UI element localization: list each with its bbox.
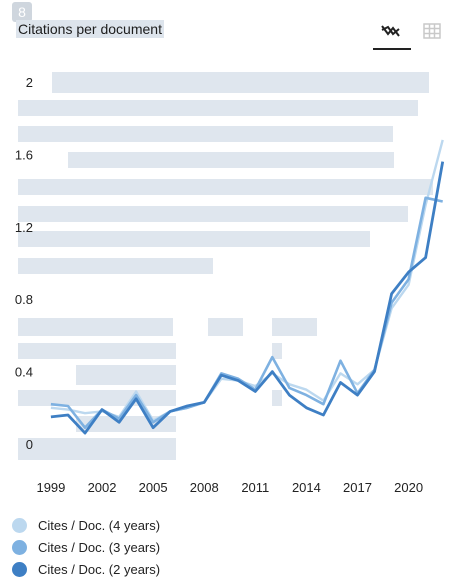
y-axis: 0 0.4 0.8 1.2 1.6 2 <box>15 75 33 452</box>
x-tick-label: 1999 <box>36 480 65 495</box>
legend-dot-4-years <box>12 517 27 533</box>
highlight-band <box>76 365 176 385</box>
x-tick-label: 2014 <box>292 480 321 495</box>
y-tick-label: 1.2 <box>15 220 33 235</box>
legend-dot-2-years <box>12 561 27 577</box>
highlight-band <box>208 318 243 336</box>
legend-label: Cites / Doc. (4 years) <box>38 517 161 533</box>
x-tick-label: 2011 <box>241 480 269 495</box>
highlight-band <box>18 258 213 274</box>
x-tick-label: 2002 <box>88 480 117 495</box>
highlight-band <box>18 126 393 142</box>
y-tick-label: 0 <box>26 437 33 452</box>
highlight-band <box>18 318 173 336</box>
view-toggle <box>371 14 451 50</box>
highlight-band <box>18 343 176 359</box>
legend-label: Cites / Doc. (2 years) <box>38 561 161 577</box>
highlight-band <box>272 390 282 406</box>
y-tick-label: 1.6 <box>15 147 33 162</box>
legend-label: Cites / Doc. (3 years) <box>38 539 161 555</box>
line-chart-icon[interactable] <box>373 14 411 50</box>
legend-item-3-years[interactable]: Cites / Doc. (3 years) <box>12 536 160 558</box>
highlight-band <box>68 152 394 168</box>
highlight-band <box>18 179 433 195</box>
y-tick-label: 2 <box>26 75 33 90</box>
y-tick-label: 0.4 <box>15 365 33 380</box>
section-number-badge: 8 <box>12 2 32 22</box>
highlight-band <box>18 390 176 406</box>
highlight-band <box>18 231 370 247</box>
legend-item-2-years[interactable]: Cites / Doc. (2 years) <box>12 558 160 580</box>
highlight-band <box>18 438 176 460</box>
highlight-band <box>18 206 408 222</box>
highlight-band <box>18 100 418 116</box>
highlight-band <box>52 72 429 93</box>
series-lines <box>50 139 445 435</box>
x-tick-label: 2008 <box>190 480 219 495</box>
legend-dot-3-years <box>12 539 27 555</box>
chart-title: Citations per document <box>16 20 164 38</box>
chart-legend: Cites / Doc. (4 years) Cites / Doc. (3 y… <box>12 514 160 580</box>
table-icon[interactable] <box>413 14 451 48</box>
highlight-layer <box>18 72 433 460</box>
x-axis: 1999 2002 2005 2008 2011 2014 2017 2020 <box>36 480 423 495</box>
x-tick-label: 2005 <box>139 480 168 495</box>
legend-item-4-years[interactable]: Cites / Doc. (4 years) <box>12 514 160 536</box>
highlight-band <box>272 318 317 336</box>
y-tick-label: 0.8 <box>15 292 33 307</box>
x-tick-label: 2017 <box>343 480 372 495</box>
highlight-band <box>272 343 282 359</box>
series-line-3 <box>50 161 445 435</box>
citations-line-chart: 0 0.4 0.8 1.2 1.6 2 1999 2002 2005 2008 2011 2014 2… <box>15 72 445 495</box>
x-tick-label: 2020 <box>394 480 423 495</box>
